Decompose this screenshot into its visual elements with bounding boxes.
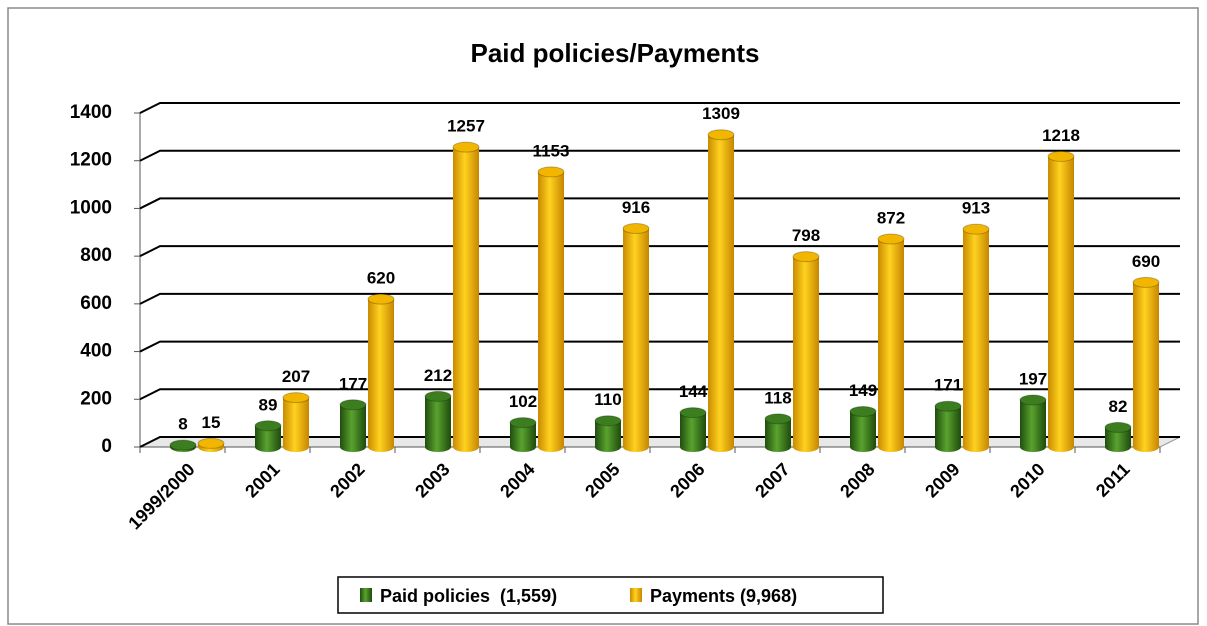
bar-top — [169, 439, 197, 451]
legend-swatch — [360, 588, 372, 602]
value-label: 177 — [339, 374, 367, 393]
bar — [623, 228, 649, 447]
legend-label: Paid policies (1,559) — [380, 586, 557, 606]
value-label: 1309 — [702, 104, 740, 123]
bar-top — [509, 417, 537, 429]
bar — [538, 171, 564, 448]
y-tick-label: 600 — [80, 293, 112, 314]
legend-swatch — [630, 588, 642, 602]
value-label: 620 — [367, 269, 395, 288]
value-label: 1218 — [1042, 126, 1080, 145]
value-label: 144 — [679, 382, 708, 401]
grid-line — [139, 102, 1180, 114]
value-label: 913 — [962, 199, 990, 218]
bar-top — [877, 233, 905, 245]
y-tick-label: 200 — [80, 388, 112, 409]
bar — [793, 256, 819, 447]
value-label: 89 — [259, 395, 278, 414]
bar-top — [962, 223, 990, 235]
value-label: 171 — [934, 376, 962, 395]
bar-top — [1019, 394, 1047, 406]
value-label: 102 — [509, 392, 537, 411]
y-tick-label: 400 — [80, 341, 112, 362]
legend-label: Payments (9,968) — [650, 586, 797, 606]
value-label: 110 — [594, 390, 621, 409]
y-tick-label: 0 — [101, 436, 112, 457]
bar-top — [1132, 276, 1160, 288]
value-label: 15 — [202, 413, 221, 432]
bar-top — [537, 166, 565, 178]
value-label: 916 — [622, 198, 650, 217]
bar-top — [849, 405, 877, 417]
bar-top — [367, 293, 395, 305]
bar-top — [1047, 150, 1075, 162]
bar — [425, 396, 451, 447]
legend — [337, 576, 884, 614]
y-tick-label: 1400 — [70, 102, 112, 123]
bar-top — [282, 392, 310, 404]
y-tick-label: 800 — [80, 245, 112, 266]
value-label: 82 — [1109, 397, 1128, 416]
value-label: 1257 — [447, 117, 485, 136]
value-label: 872 — [877, 208, 905, 227]
chart-frame — [7, 7, 1199, 625]
value-label: 8 — [178, 415, 187, 434]
bar — [1133, 282, 1159, 447]
bar-top — [707, 129, 735, 141]
bar — [1105, 427, 1131, 447]
bar-top — [424, 390, 452, 402]
bar — [255, 425, 281, 447]
bar — [453, 147, 479, 447]
bar-top — [254, 420, 282, 432]
bar — [878, 238, 904, 447]
value-label: 1153 — [533, 141, 570, 160]
grid-line — [139, 245, 1180, 258]
bar-top — [594, 415, 622, 427]
bar — [368, 299, 394, 447]
bar-top — [622, 222, 650, 234]
grid-line — [139, 436, 1180, 448]
grid-line — [139, 149, 1180, 162]
bar-top — [764, 413, 792, 425]
bar — [708, 134, 734, 447]
grid-line — [139, 197, 1180, 210]
bar — [340, 404, 366, 447]
y-tick-label: 1200 — [70, 150, 112, 171]
value-label: 197 — [1019, 369, 1047, 388]
bar — [283, 397, 309, 447]
grid-line — [139, 292, 1180, 305]
bar — [680, 412, 706, 447]
bar-top — [792, 251, 820, 263]
value-label: 798 — [792, 226, 820, 245]
bar-top — [197, 437, 225, 449]
bar-top — [452, 141, 480, 153]
grid-line — [139, 388, 1180, 401]
value-label: 118 — [764, 388, 791, 407]
bar-top — [934, 400, 962, 412]
bar — [935, 406, 961, 447]
bar-top — [679, 407, 707, 419]
value-label: 207 — [282, 367, 310, 386]
chart-title: Paid policies/Payments — [470, 38, 759, 68]
bar-top — [339, 399, 367, 411]
y-tick-label: 1000 — [70, 197, 112, 218]
bar — [850, 411, 876, 447]
bar — [1048, 156, 1074, 448]
grid-line — [139, 340, 1180, 353]
value-label: 212 — [424, 366, 452, 385]
bar-top — [1104, 421, 1132, 433]
bar — [1020, 400, 1046, 447]
bar — [963, 229, 989, 447]
value-label: 690 — [1132, 252, 1160, 271]
value-label: 149 — [849, 381, 877, 400]
